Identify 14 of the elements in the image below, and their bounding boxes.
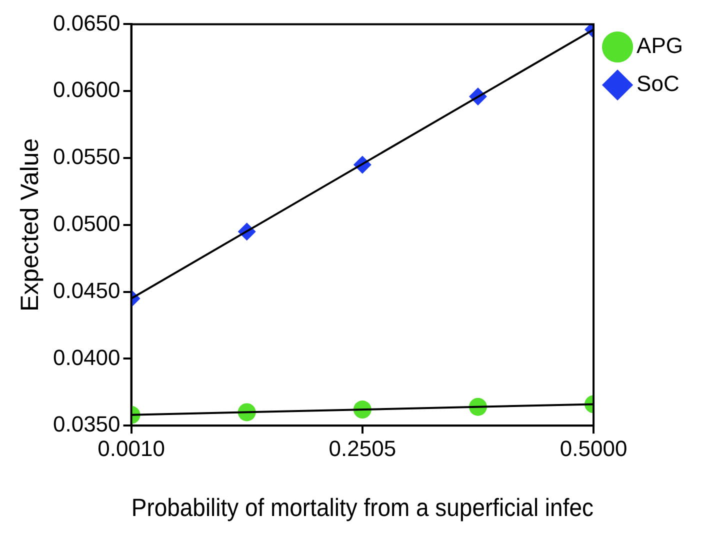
legend-label: APG bbox=[636, 33, 684, 58]
y-tick-label: 0.0400 bbox=[52, 344, 120, 370]
y-tick-label: 0.0550 bbox=[52, 144, 120, 170]
x-tick-label: 0.5000 bbox=[560, 436, 628, 461]
y-axis-title: Expected Value bbox=[16, 138, 44, 312]
legend-label: SoC bbox=[636, 71, 680, 96]
x-tick-label: 0.0010 bbox=[98, 436, 165, 461]
y-tick-label: 0.0650 bbox=[52, 10, 120, 36]
y-tick-label: 0.0450 bbox=[52, 278, 120, 303]
y-tick-label: 0.0350 bbox=[52, 412, 120, 437]
x-tick-label: 0.2505 bbox=[328, 436, 396, 461]
x-axis-title: Probability of mortality from a superficial infec bbox=[131, 494, 594, 522]
y-tick-label: 0.0600 bbox=[52, 77, 120, 102]
y-tick-label: 0.0500 bbox=[52, 210, 120, 236]
